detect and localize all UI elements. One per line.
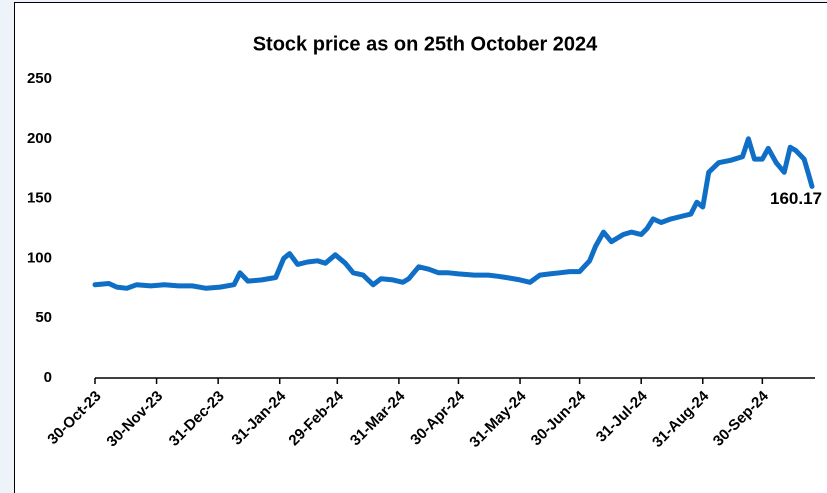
y-tick-label: 100 [27,249,52,266]
data-label: 160.17 [770,189,822,208]
y-tick-label: 0 [44,369,52,386]
price-line [92,136,815,291]
chart-title: Stock price as on 25th October 2024 [253,33,598,55]
y-tick-label: 150 [27,190,52,207]
chart-frame [14,2,827,493]
y-tick-label: 200 [27,130,52,147]
y-tick-label: 50 [35,309,52,326]
y-tick-label: 250 [27,70,52,87]
